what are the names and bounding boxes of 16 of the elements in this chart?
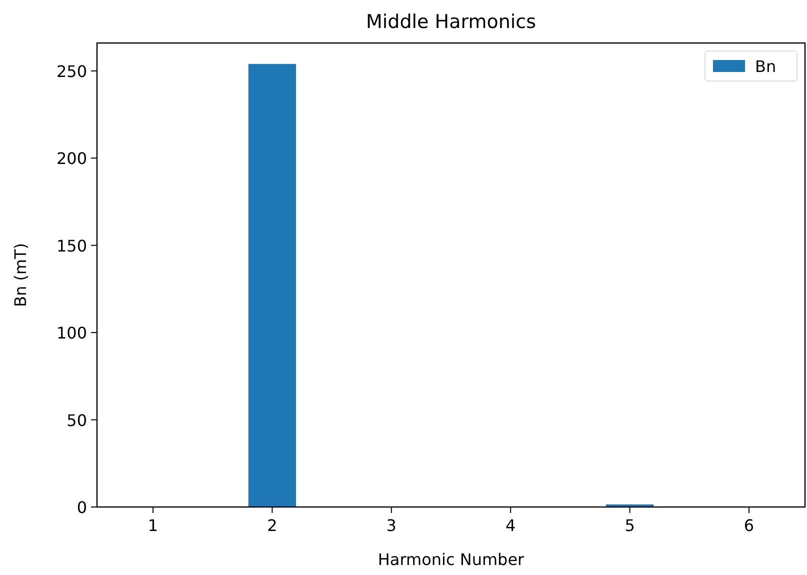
y-tick-label: 50 xyxy=(66,410,87,430)
x-tick-label: 6 xyxy=(744,516,754,535)
x-tick-label: 2 xyxy=(267,516,278,535)
y-tick-label: 250 xyxy=(56,62,87,81)
x-tick-label: 1 xyxy=(148,516,158,535)
y-tick-label: 200 xyxy=(56,149,87,168)
x-tick-label: 5 xyxy=(624,516,635,535)
chart-title: Middle Harmonics xyxy=(366,11,536,33)
y-tick-label: 150 xyxy=(56,236,87,256)
legend-label: Bn xyxy=(755,57,776,76)
x-tick-label: 4 xyxy=(506,516,516,535)
y-tick-label: 100 xyxy=(56,324,87,343)
y-tick-label: 0 xyxy=(76,498,87,517)
y-axis-title: Bn (mT) xyxy=(11,242,30,308)
x-axis-title: Harmonic Number xyxy=(378,550,525,569)
x-tick-label: 3 xyxy=(386,516,396,535)
